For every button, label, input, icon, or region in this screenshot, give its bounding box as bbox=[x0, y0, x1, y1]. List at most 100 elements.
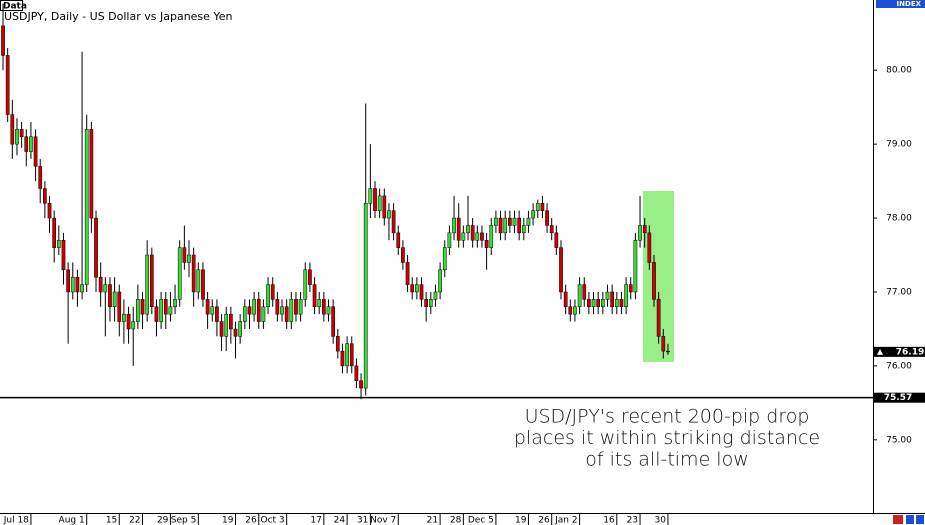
candle-body bbox=[549, 225, 554, 234]
candle-body bbox=[33, 136, 38, 167]
candle-body bbox=[652, 262, 656, 300]
candle-body bbox=[70, 276, 75, 293]
candle-body bbox=[98, 276, 103, 293]
candle-body bbox=[52, 217, 57, 248]
candle-body bbox=[447, 232, 452, 248]
candle-body bbox=[201, 269, 205, 300]
candle-body bbox=[419, 284, 424, 300]
candle-body bbox=[521, 225, 526, 234]
y-tick-label: 79.00 bbox=[886, 140, 912, 150]
y-tick-label: 80.00 bbox=[886, 66, 912, 76]
x-tick-label: Jul 18 bbox=[3, 516, 29, 525]
candle-body bbox=[117, 291, 122, 322]
candle-body bbox=[303, 269, 308, 300]
candle-body bbox=[656, 299, 661, 337]
candle-body bbox=[335, 336, 340, 352]
candle-body bbox=[498, 217, 503, 234]
annotation: of its all-time low bbox=[585, 449, 749, 471]
candle-body bbox=[275, 299, 280, 315]
candle-body bbox=[470, 225, 475, 241]
candle-body bbox=[438, 269, 442, 293]
candle-body bbox=[605, 291, 610, 300]
x-tick-label: 26 bbox=[245, 516, 257, 525]
icon[interactable] bbox=[893, 515, 903, 524]
chart-title: USDJPY, Daily - US Dollar vs Japanese Ye… bbox=[4, 10, 232, 23]
candle-body bbox=[628, 284, 633, 293]
candle-body bbox=[368, 188, 373, 204]
icon[interactable] bbox=[906, 515, 914, 524]
candle-body bbox=[596, 299, 601, 308]
candle-body bbox=[229, 313, 233, 330]
y-tick-label: 77.00 bbox=[886, 287, 912, 297]
candle-body bbox=[103, 284, 108, 293]
axis-badge: INDEX bbox=[897, 0, 922, 8]
candle-body bbox=[80, 284, 84, 293]
candle-body bbox=[205, 299, 210, 315]
x-tick-label: Sep 5 bbox=[171, 516, 197, 525]
candle-body bbox=[187, 254, 191, 263]
candle-body bbox=[466, 225, 470, 234]
x-tick-label: 19 bbox=[222, 516, 234, 525]
candle-body bbox=[5, 55, 10, 115]
candle-body bbox=[112, 291, 117, 308]
axis-badge-box bbox=[876, 0, 925, 8]
x-tick-label: 16 bbox=[603, 516, 615, 525]
candle-body bbox=[582, 284, 587, 300]
annotation: USD/JPY's recent 200-pip drop bbox=[525, 406, 810, 428]
candle-body bbox=[410, 284, 415, 293]
candle-body bbox=[196, 269, 201, 293]
candle-body bbox=[242, 306, 247, 322]
candle-body bbox=[261, 306, 266, 322]
candle-body bbox=[642, 225, 647, 234]
candle-body bbox=[573, 306, 577, 315]
candle-body bbox=[331, 306, 336, 337]
candle-body bbox=[531, 210, 535, 219]
support-label: 75.57 bbox=[884, 393, 912, 403]
candle-body bbox=[354, 365, 359, 381]
candle-body bbox=[219, 321, 224, 337]
x-tick-label: 19 bbox=[515, 516, 527, 525]
badge-box bbox=[0, 0, 23, 11]
y-tick-label: 75.00 bbox=[886, 435, 912, 445]
candle-body bbox=[363, 203, 368, 389]
candle-body bbox=[43, 188, 47, 204]
candle-body bbox=[387, 210, 391, 219]
candle-body bbox=[661, 336, 666, 352]
candle-body bbox=[289, 299, 294, 322]
x-tick-label: Nov 7 bbox=[370, 516, 396, 525]
candle-body bbox=[452, 217, 456, 234]
x-tick-label: 21 bbox=[427, 516, 438, 525]
icon[interactable] bbox=[916, 515, 924, 524]
candle-body bbox=[391, 210, 396, 234]
candle-body bbox=[210, 306, 215, 315]
candle-body bbox=[75, 276, 80, 293]
candle-body bbox=[610, 291, 614, 308]
candle-body bbox=[424, 299, 429, 308]
candle-body bbox=[140, 299, 145, 315]
candle-body bbox=[461, 232, 466, 241]
candle-body bbox=[182, 247, 187, 263]
candle-body bbox=[163, 299, 168, 315]
candle-body bbox=[270, 284, 275, 300]
badge: Data bbox=[3, 2, 27, 12]
candle-body bbox=[322, 299, 326, 315]
candle-body bbox=[396, 232, 401, 248]
x-tick-label: 17 bbox=[310, 516, 321, 525]
candle-body bbox=[280, 306, 284, 315]
x-tick-label: 22 bbox=[129, 516, 140, 525]
last-price-label: 76.19 bbox=[896, 347, 924, 357]
candle-body bbox=[266, 284, 270, 308]
candle-body bbox=[284, 306, 289, 322]
x-tick-label: 30 bbox=[654, 516, 666, 525]
candle-body bbox=[252, 299, 256, 315]
candle-body bbox=[61, 239, 66, 271]
candle-body bbox=[401, 247, 405, 263]
last-price-arrow bbox=[877, 348, 883, 355]
candle-body bbox=[294, 299, 298, 315]
candle-body bbox=[600, 299, 605, 308]
candle-body bbox=[84, 129, 89, 285]
x-tick-label: 26 bbox=[538, 516, 550, 525]
candle-body bbox=[587, 299, 591, 308]
candle-body bbox=[545, 210, 549, 226]
